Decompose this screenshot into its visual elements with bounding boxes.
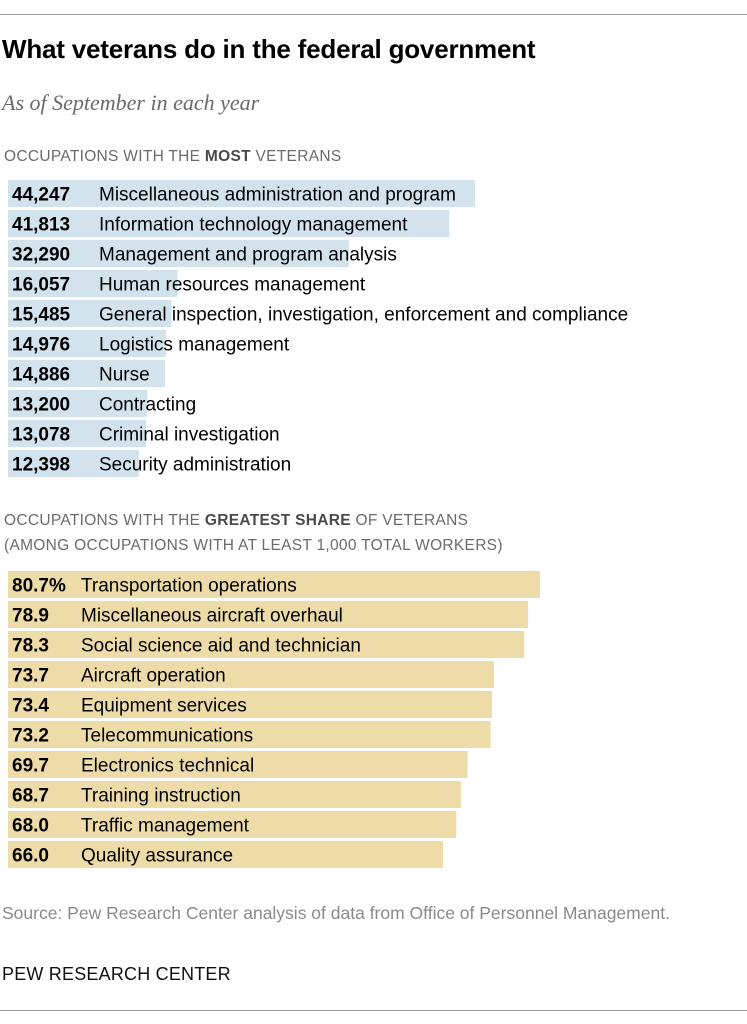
share-bar-3 xyxy=(8,661,494,688)
most-category-label-4: General inspection, investigation, enfor… xyxy=(99,305,628,326)
share-value-label-2: 78.3 xyxy=(12,636,49,657)
most-category-label-9: Security administration xyxy=(99,455,291,476)
share-value-label-5: 73.2 xyxy=(12,726,49,747)
share-category-label-7: Training instruction xyxy=(81,786,241,807)
share-value-label-4: 73.4 xyxy=(12,696,49,717)
most-value-label-0: 44,247 xyxy=(12,185,70,206)
share-bar-6 xyxy=(8,751,468,778)
section-share-title-pre: OCCUPATIONS WITH THE xyxy=(4,512,205,529)
share-category-label-0: Transportation operations xyxy=(81,576,297,597)
most-value-label-4: 15,485 xyxy=(12,305,71,326)
most-bar-7 xyxy=(8,390,148,417)
most-category-label-0: Miscellaneous administration and program xyxy=(99,185,456,206)
most-bar-6 xyxy=(8,360,166,387)
share-value-label-8: 68.0 xyxy=(12,816,49,837)
most-value-label-3: 16,057 xyxy=(12,275,70,296)
most-category-label-5: Logistics management xyxy=(99,335,290,356)
section-share-title-bold: GREATEST SHARE xyxy=(204,512,351,529)
most-bar-9 xyxy=(8,450,139,477)
share-category-label-6: Electronics technical xyxy=(81,756,254,777)
share-bar-0 xyxy=(8,571,540,598)
section-most-title-bold: MOST xyxy=(204,148,251,165)
share-bar-8 xyxy=(8,811,457,838)
bottom-rule xyxy=(0,1010,747,1011)
share-category-label-3: Aircraft operation xyxy=(81,666,226,687)
section-share-title: OCCUPATIONS WITH THE GREATEST SHARE OF V… xyxy=(4,508,503,558)
most-category-label-6: Nurse xyxy=(99,365,150,386)
most-bar-8 xyxy=(8,420,146,447)
share-value-label-3: 73.7 xyxy=(12,666,49,687)
section-most-title-post: VETERANS xyxy=(250,148,342,165)
share-bar-4 xyxy=(8,691,492,718)
share-bar-5 xyxy=(8,721,491,748)
share-category-label-1: Miscellaneous aircraft overhaul xyxy=(81,606,343,627)
most-bar-2 xyxy=(8,240,349,267)
share-category-label-4: Equipment services xyxy=(81,696,247,717)
chart-subtitle: As of September in each year xyxy=(2,90,260,115)
section-share-title-post: OF VETERANS xyxy=(350,512,469,529)
brand-name: PEW RESEARCH CENTER xyxy=(2,964,231,984)
share-category-label-8: Traffic management xyxy=(81,816,250,837)
share-category-label-2: Social science aid and technician xyxy=(81,636,361,657)
most-bar-0 xyxy=(8,180,475,207)
share-bar-7 xyxy=(8,781,461,808)
share-value-label-0: 80.7% xyxy=(12,576,66,597)
most-category-label-7: Contracting xyxy=(99,395,196,416)
share-value-label-9: 66.0 xyxy=(12,846,49,867)
share-category-label-5: Telecommunications xyxy=(81,726,253,747)
share-value-label-6: 69.7 xyxy=(12,756,49,777)
section-most-title: OCCUPATIONS WITH THE MOST VETERANS xyxy=(4,144,341,169)
share-bar-2 xyxy=(8,631,525,658)
share-category-label-9: Quality assurance xyxy=(81,846,233,867)
most-value-label-1: 41,813 xyxy=(12,215,70,236)
most-category-label-1: Information technology management xyxy=(99,215,408,236)
most-value-label-9: 12,398 xyxy=(12,455,70,476)
share-value-label-1: 78.9 xyxy=(12,606,49,627)
most-value-label-6: 14,886 xyxy=(12,365,70,386)
most-bar-4 xyxy=(8,300,172,327)
most-value-label-8: 13,078 xyxy=(12,425,70,446)
section-share-subtitle: (AMONG OCCUPATIONS WITH AT LEAST 1,000 T… xyxy=(4,537,503,554)
section-most-title-pre: OCCUPATIONS WITH THE xyxy=(4,148,205,165)
most-category-label-2: Management and program analysis xyxy=(99,245,397,266)
most-bar-1 xyxy=(8,210,450,237)
share-bar-9 xyxy=(8,841,444,868)
chart-title: What veterans do in the federal governme… xyxy=(2,34,536,64)
most-category-label-8: Criminal investigation xyxy=(99,425,280,446)
most-value-label-2: 32,290 xyxy=(12,245,70,266)
most-category-label-3: Human resources management xyxy=(99,275,366,296)
most-value-label-7: 13,200 xyxy=(12,395,70,416)
most-value-label-5: 14,976 xyxy=(12,335,70,356)
share-value-label-7: 68.7 xyxy=(12,786,49,807)
most-bar-5 xyxy=(8,330,167,357)
top-rule xyxy=(0,14,747,15)
share-bar-1 xyxy=(8,601,529,628)
source-note: Source: Pew Research Center analysis of … xyxy=(2,903,670,923)
most-bar-3 xyxy=(8,270,178,297)
